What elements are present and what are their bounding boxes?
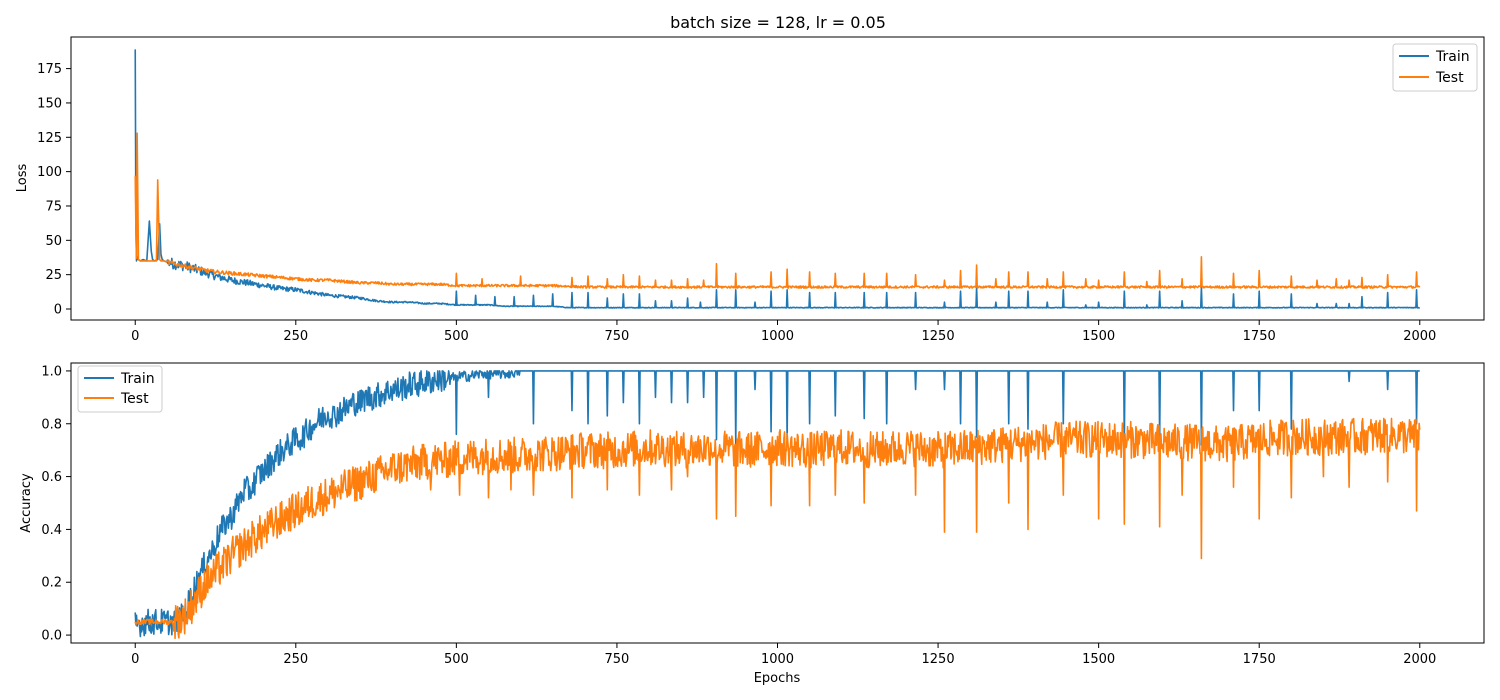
- accuracy-legend: Train Test: [77, 365, 163, 413]
- y-tick-label: 25: [45, 268, 62, 283]
- x-tick-label: 1250: [922, 652, 955, 667]
- y-tick-label: 0.8: [41, 417, 62, 432]
- loss-legend-test-label: Test: [1435, 70, 1464, 86]
- loss-test-line: [134, 132, 1421, 289]
- x-tick-label: 1250: [922, 329, 955, 344]
- x-tick-label: 1500: [1082, 329, 1115, 344]
- y-tick-label: 0.6: [41, 470, 62, 485]
- y-tick-label: 100: [37, 165, 62, 180]
- x-tick-label: 750: [605, 329, 630, 344]
- y-tick-label: 75: [45, 199, 62, 214]
- x-tick-label: 750: [605, 652, 630, 667]
- x-tick-label: 500: [444, 652, 469, 667]
- x-tick-label: 250: [283, 652, 308, 667]
- accuracy-ylabel: Accuracy: [19, 473, 34, 533]
- loss-legend: Train Test: [1392, 43, 1478, 92]
- x-tick-label: 1000: [761, 329, 794, 344]
- accuracy-train-line: [134, 370, 1420, 638]
- x-tick-label: 500: [444, 329, 469, 344]
- loss-axes: 0 250 500 750 1000 1250 1500 1750 2000 0 25 50 75 100…: [15, 36, 1485, 344]
- y-tick-label: 1.0: [41, 364, 62, 379]
- y-tick-label: 50: [45, 234, 62, 249]
- y-tick-label: 0.4: [41, 523, 62, 538]
- figure-title: batch size = 128, lr = 0.05: [670, 13, 886, 32]
- y-tick-label: 0.2: [41, 576, 62, 591]
- loss-train-line: [134, 49, 1421, 309]
- accuracy-legend-test-label: Test: [120, 391, 149, 407]
- x-tick-label: 2000: [1403, 652, 1436, 667]
- loss-ylabel: Loss: [15, 164, 30, 193]
- accuracy-plot-area: [134, 370, 1421, 640]
- y-tick-label: 0: [54, 303, 62, 318]
- loss-legend-train-label: Train: [1435, 49, 1470, 65]
- x-tick-label: 1500: [1082, 652, 1115, 667]
- y-tick-label: 175: [37, 62, 62, 77]
- loss-ticks: 0 250 500 750 1000 1250 1500 1750 2000 0 25 50 75 100…: [37, 62, 1436, 344]
- x-tick-label: 0: [131, 329, 139, 344]
- accuracy-ticks: 0 250 500 750 1000 1250 1500 1750 2000 0.0 0.2 0.4 0…: [41, 364, 1436, 667]
- y-tick-label: 150: [37, 96, 62, 111]
- accuracy-test-line: [134, 417, 1421, 640]
- loss-plot-area: [134, 49, 1421, 309]
- x-tick-label: 0: [131, 652, 139, 667]
- x-tick-label: 1750: [1243, 652, 1276, 667]
- x-tick-label: 250: [283, 329, 308, 344]
- y-tick-label: 125: [37, 131, 62, 146]
- x-tick-label: 2000: [1403, 329, 1436, 344]
- x-tick-label: 1750: [1243, 329, 1276, 344]
- accuracy-legend-train-label: Train: [120, 371, 155, 387]
- y-tick-label: 0.0: [41, 629, 62, 644]
- accuracy-xlabel: Epochs: [754, 671, 801, 686]
- accuracy-axes: 0 250 500 750 1000 1250 1500 1750 2000 0.0 0.2 0.4 0…: [19, 362, 1485, 686]
- x-tick-label: 1000: [761, 652, 794, 667]
